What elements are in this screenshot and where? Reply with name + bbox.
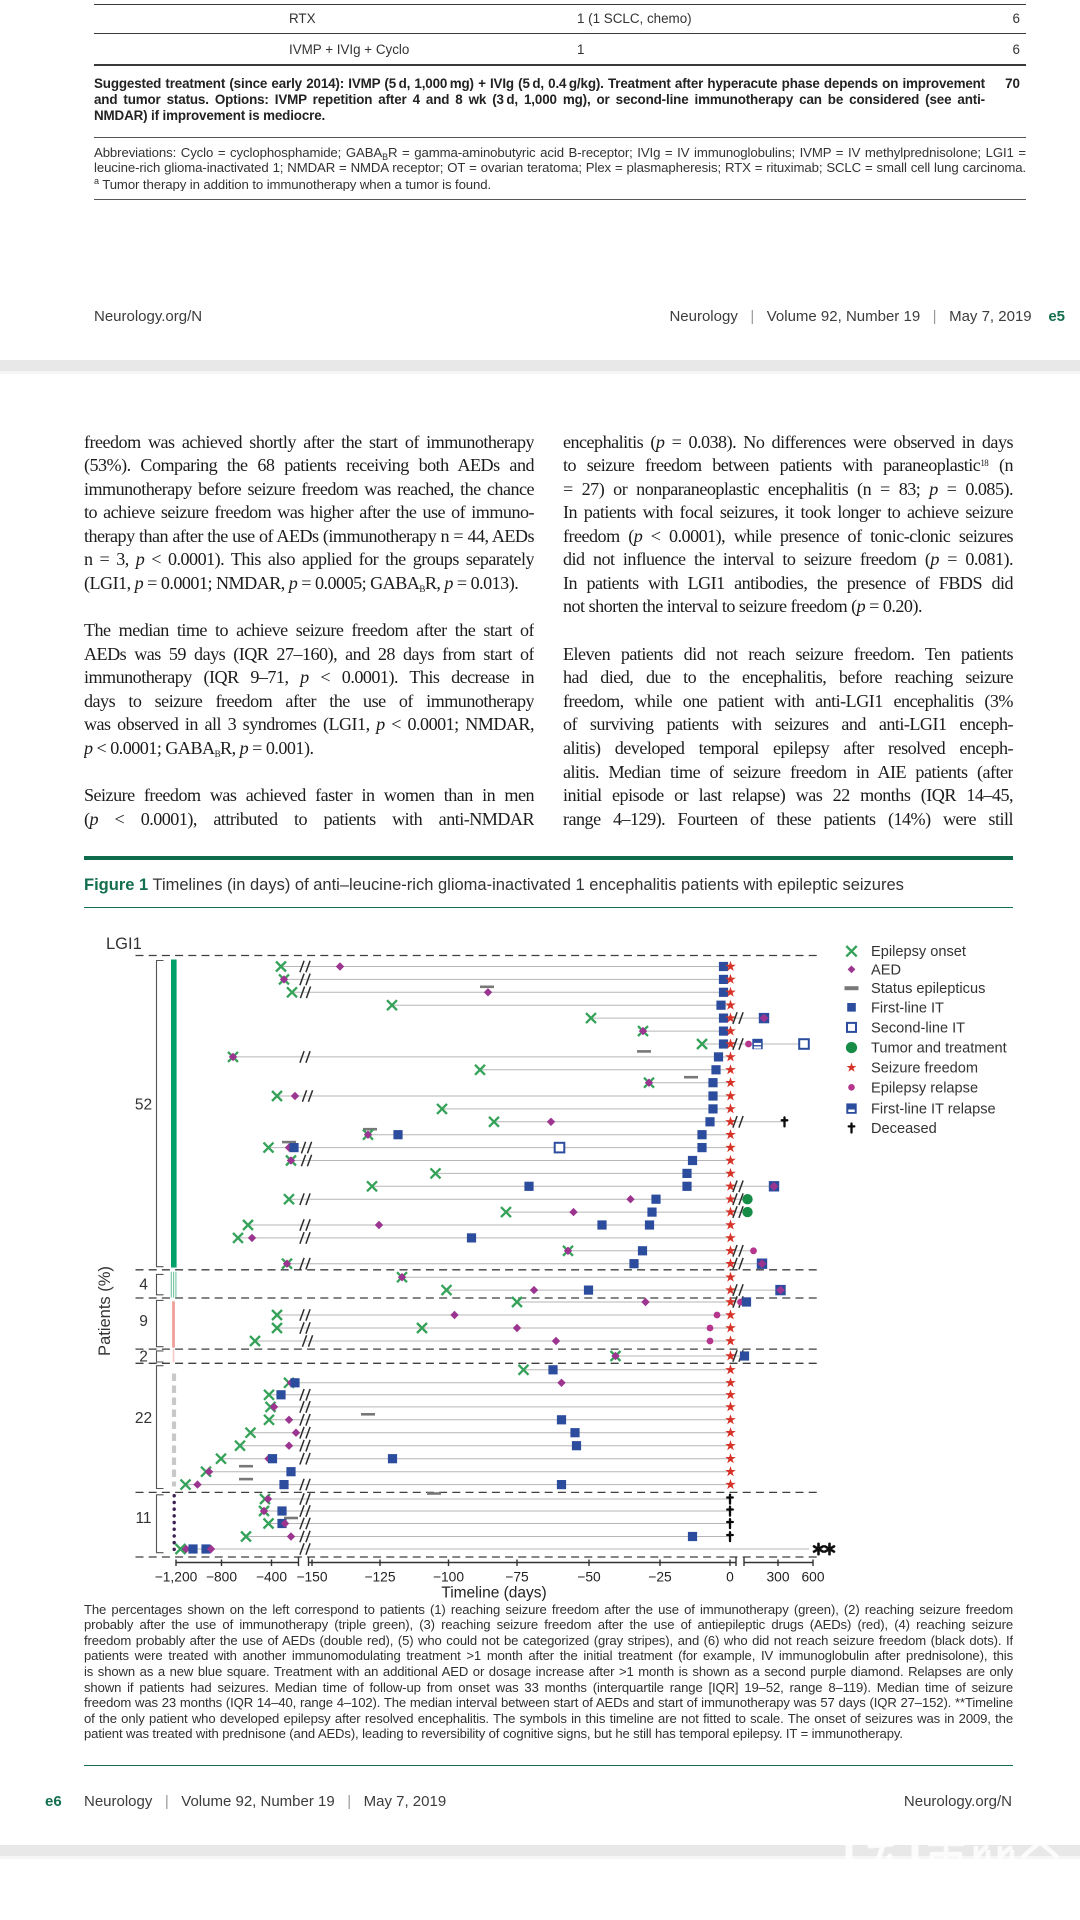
svg-text:600: 600 [801, 1570, 824, 1585]
svg-text:Timeline (days): Timeline (days) [441, 1585, 546, 1602]
svg-text:Epilepsy relapse: Epilepsy relapse [871, 1080, 978, 1096]
svg-text:Epilepsy onset: Epilepsy onset [871, 944, 966, 960]
svg-text:−25: −25 [648, 1570, 672, 1585]
svg-text:−100: −100 [433, 1570, 464, 1585]
svg-text:Seizure freedom: Seizure freedom [871, 1061, 978, 1077]
svg-text:11: 11 [135, 1510, 151, 1527]
svg-text:−800: −800 [206, 1570, 237, 1585]
svg-text:−150: −150 [296, 1570, 327, 1585]
svg-text:First-line IT: First-line IT [871, 1000, 944, 1016]
svg-text:0: 0 [726, 1570, 734, 1585]
svg-text:−1,200: −1,200 [155, 1570, 198, 1585]
svg-text:Tumor and treatment: Tumor and treatment [871, 1041, 1007, 1057]
svg-text:52: 52 [135, 1097, 152, 1114]
svg-text:22: 22 [135, 1410, 152, 1427]
svg-text:−75: −75 [505, 1570, 529, 1585]
svg-text:Patients (%): Patients (%) [96, 1266, 114, 1356]
svg-text:9: 9 [139, 1313, 148, 1330]
svg-text:300: 300 [766, 1570, 789, 1585]
svg-text:Second-line IT: Second-line IT [871, 1020, 965, 1036]
svg-text:−125: −125 [364, 1570, 395, 1585]
svg-text:First-line IT relapse: First-line IT relapse [871, 1102, 996, 1118]
svg-text:Status epilepticus: Status epilepticus [871, 981, 985, 997]
svg-text:LGI1: LGI1 [106, 935, 142, 953]
svg-text:4: 4 [139, 1277, 148, 1294]
svg-text:−400: −400 [256, 1570, 287, 1585]
svg-text:−50: −50 [577, 1570, 601, 1585]
svg-text:2: 2 [139, 1348, 148, 1365]
svg-text:AED: AED [871, 962, 901, 978]
svg-text:Deceased: Deceased [871, 1121, 937, 1137]
